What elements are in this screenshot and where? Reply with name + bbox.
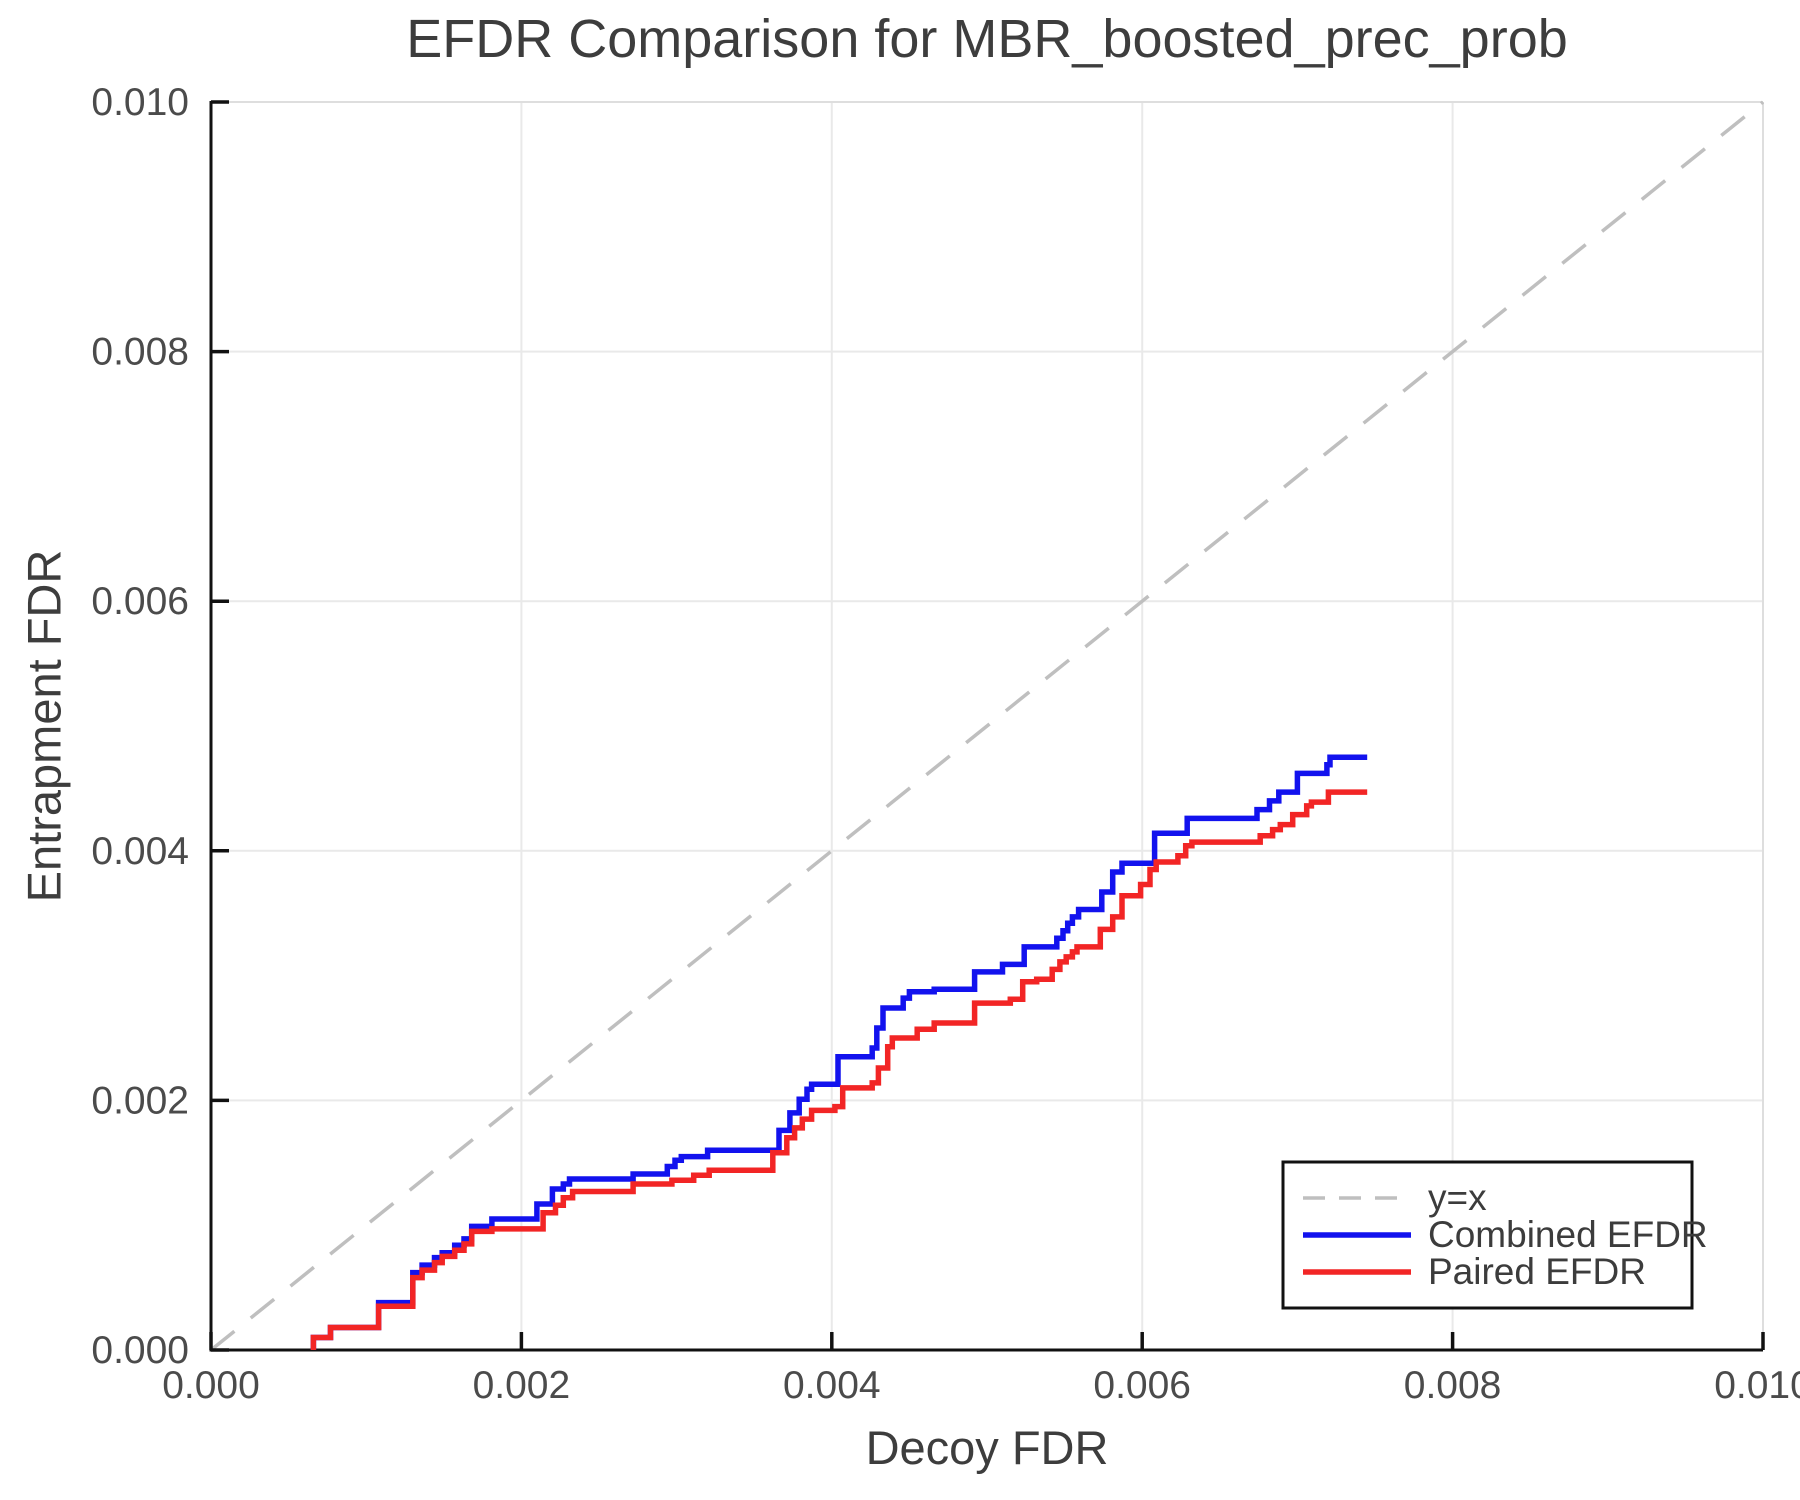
x-axis-title: Decoy FDR [865, 1421, 1109, 1474]
legend-label: Combined EFDR [1428, 1214, 1708, 1255]
y-tick-label: 0.002 [91, 1079, 189, 1122]
plot-border [211, 101, 1764, 1350]
chart-title: EFDR Comparison for MBR_boosted_prec_pro… [406, 9, 1568, 69]
legend-label: Paired EFDR [1428, 1251, 1646, 1292]
x-tick-label: 0.006 [1093, 1364, 1191, 1407]
y-tick-label: 0.004 [91, 830, 189, 873]
yx-reference-line [209, 100, 1765, 1352]
y-tick-label: 0.006 [91, 580, 189, 623]
y-tick-label: 0.000 [91, 1329, 189, 1372]
x-tick-label: 0.002 [473, 1364, 571, 1407]
tick-labels: 0.000 0.002 0.004 0.006 0.008 0.010 0.000 0.002… [91, 81, 1800, 1407]
legend-label: y=x [1428, 1177, 1487, 1218]
combined-efdr-line [310, 754, 1368, 1350]
x-tick-label: 0.004 [783, 1364, 881, 1407]
y-tick-label: 0.008 [91, 331, 189, 374]
x-tick-label: 0.010 [1714, 1364, 1800, 1407]
data-series [209, 100, 1765, 1352]
y-axis-title: Entrapment FDR [17, 549, 71, 903]
tick-marks [209, 100, 1765, 1352]
axes [209, 101, 1763, 1352]
paired-efdr-line [310, 789, 1368, 1350]
y-tick-label: 0.010 [91, 81, 189, 124]
x-tick-label: 0.000 [162, 1364, 260, 1407]
x-tick-label: 0.008 [1404, 1364, 1502, 1407]
